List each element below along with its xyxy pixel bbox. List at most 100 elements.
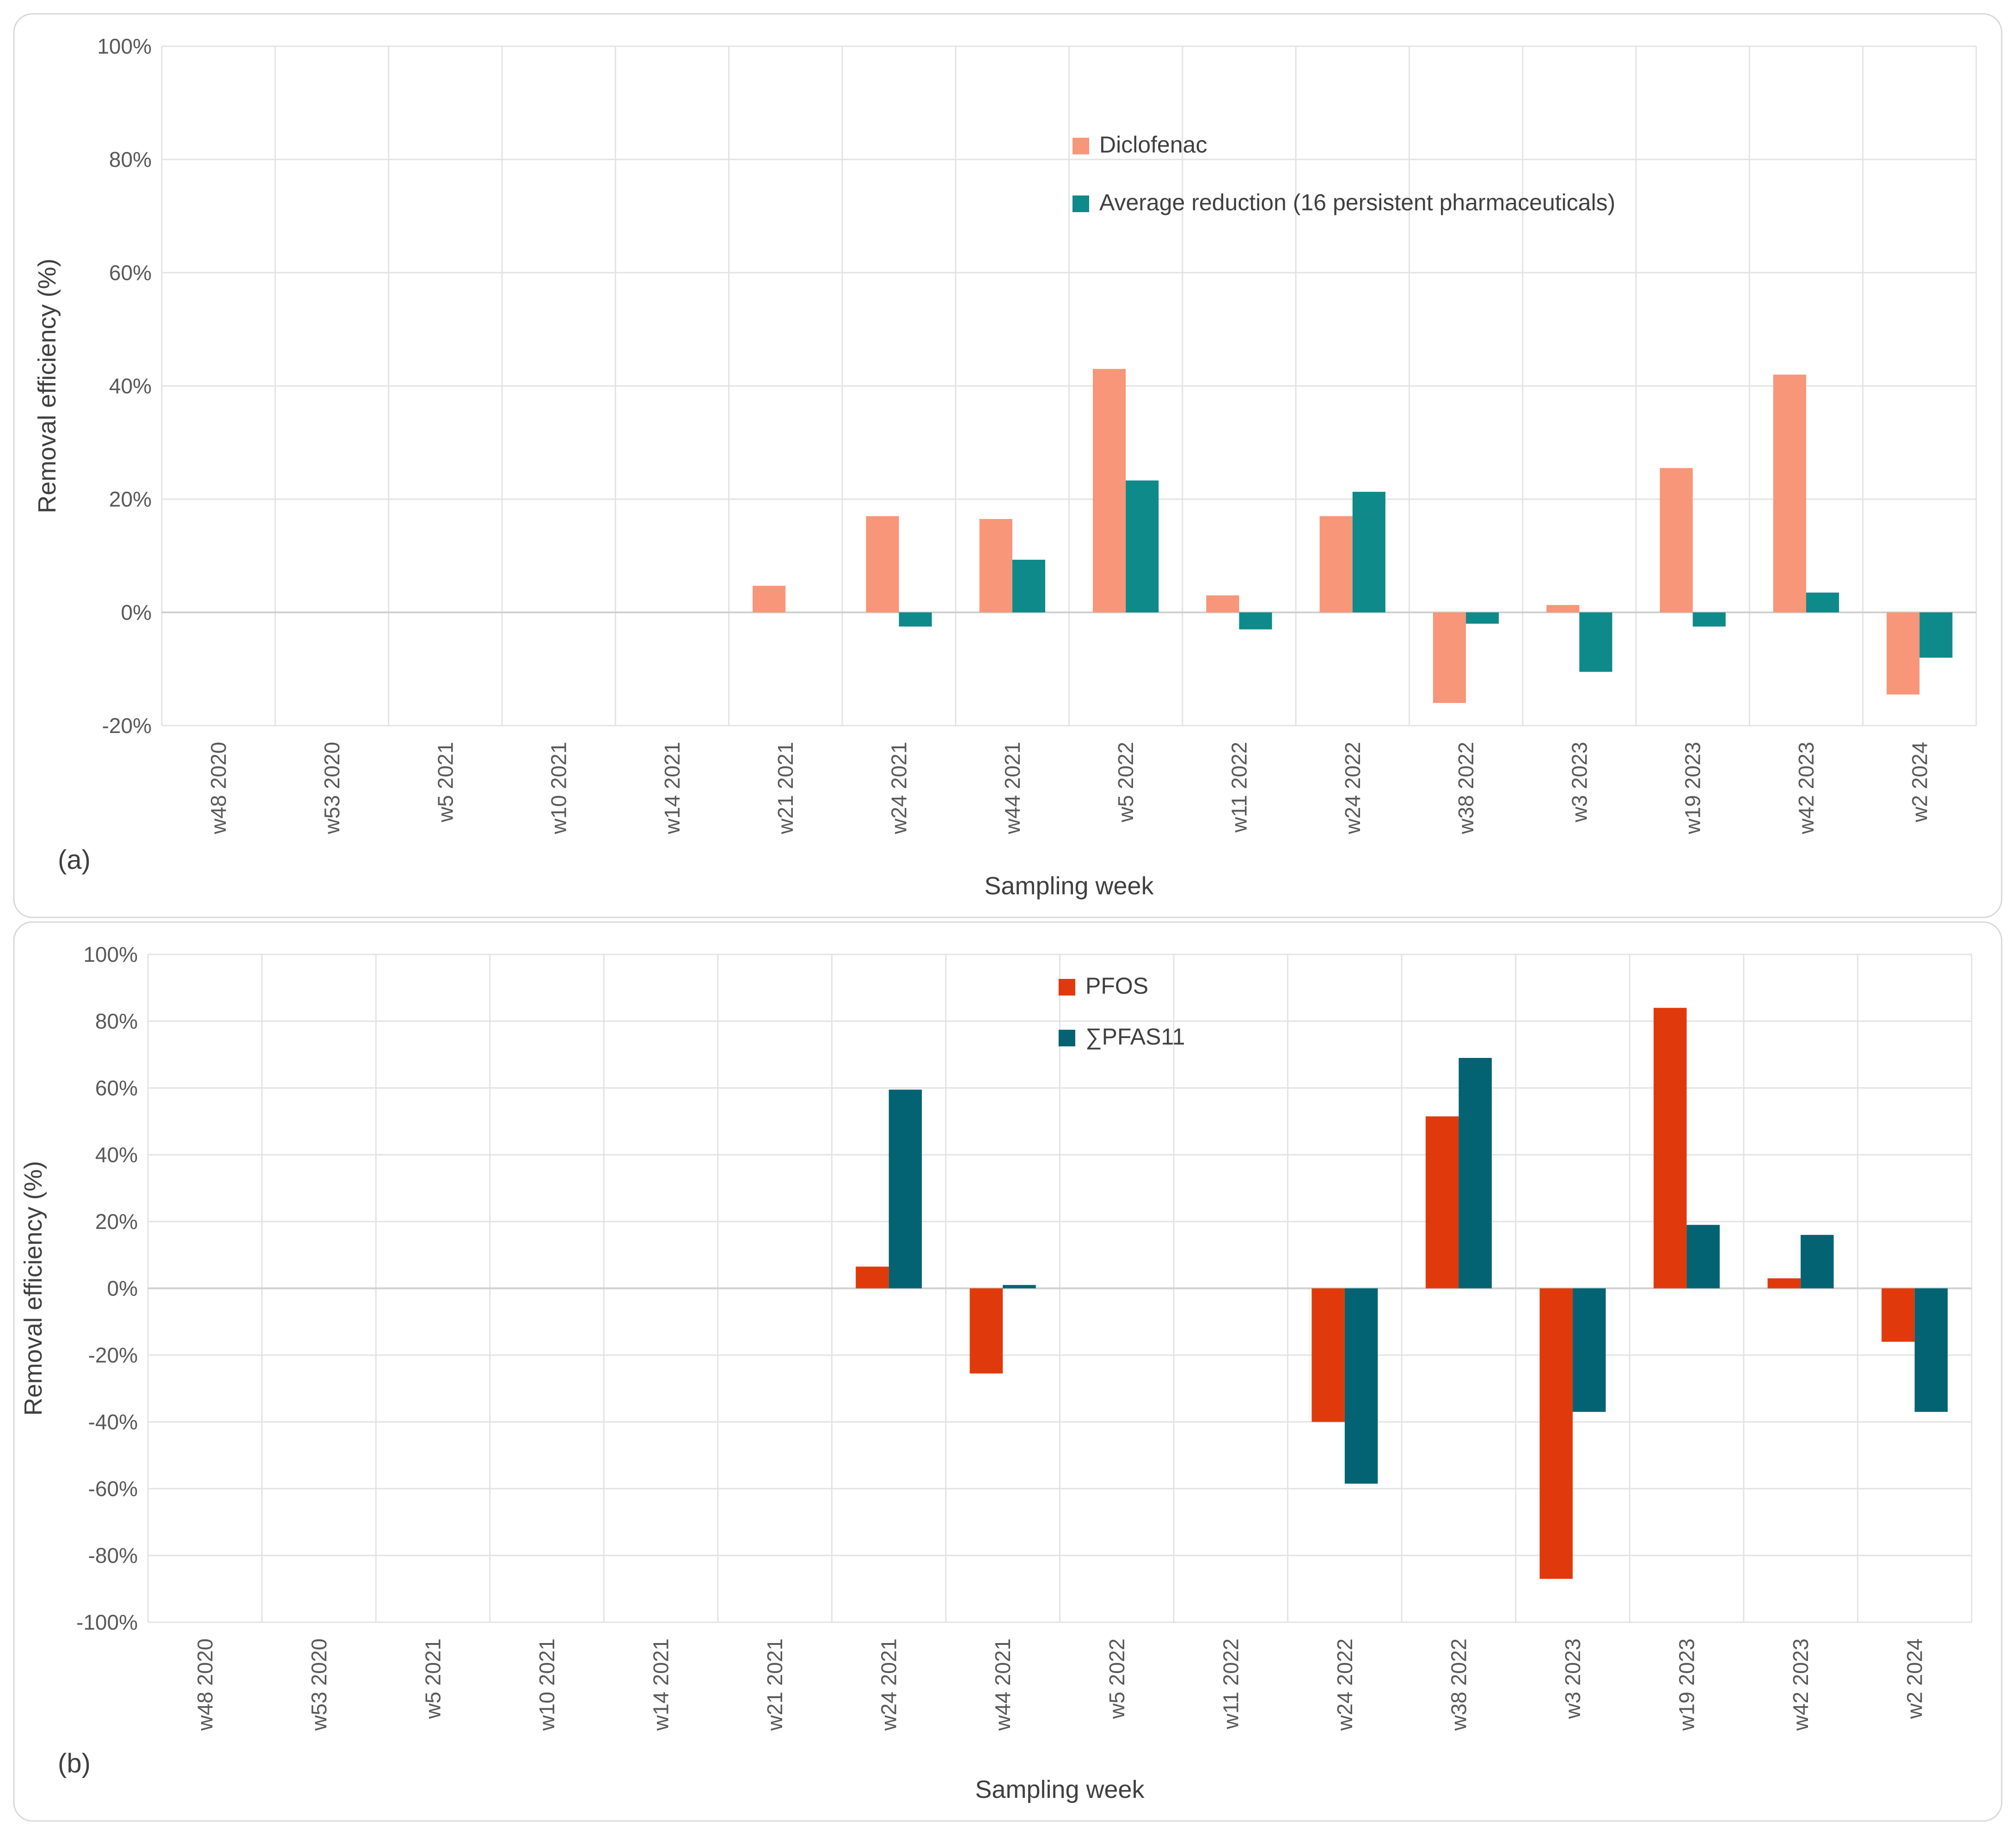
y-tick-label: -20% — [88, 1343, 138, 1367]
x-tick-label: w44 2021 — [991, 1638, 1015, 1731]
y-tick-label: -40% — [88, 1410, 138, 1434]
x-axis-title: Sampling week — [975, 1776, 1145, 1803]
legend-label: ∑PFAS11 — [1085, 1024, 1185, 1050]
x-tick-label: w11 2022 — [1227, 742, 1251, 833]
bar-series1-w5-2022 — [1093, 369, 1126, 612]
x-tick-label: w44 2021 — [1000, 742, 1024, 835]
legend-label: Diclofenac — [1099, 132, 1207, 158]
bar-series1-w44-2021 — [979, 519, 1012, 612]
bar-series2-w44-2021 — [1003, 1285, 1036, 1289]
y-tick-label: 40% — [95, 1143, 138, 1167]
bar-series1-w11-2022 — [1206, 595, 1239, 612]
bar-series1-w2-2024 — [1881, 1288, 1915, 1342]
y-tick-label: -100% — [76, 1610, 138, 1634]
legend: PFOS ∑PFAS11 — [1059, 973, 1185, 1050]
x-tick-label: w3 2023 — [1567, 742, 1591, 823]
legend: Diclofenac Average reduction (16 persiste… — [1072, 132, 1615, 215]
legend-label: PFOS — [1085, 973, 1148, 999]
x-tick-label: w19 2023 — [1681, 742, 1705, 835]
bar-series1-w2-2024 — [1887, 612, 1920, 695]
legend-label: Average reduction (16 persistent pharmac… — [1099, 189, 1615, 215]
bar-series1-w21-2021 — [753, 586, 786, 612]
x-axis-title: Sampling week — [984, 872, 1154, 900]
panel-label: (a) — [58, 845, 91, 875]
bar-series1-w3-2023 — [1546, 605, 1580, 612]
panel-label: (b) — [58, 1748, 91, 1778]
y-tick-label: 60% — [109, 261, 152, 285]
x-tick-label: w38 2022 — [1454, 742, 1478, 835]
y-tick-label: 60% — [95, 1076, 138, 1100]
bar-series2-w42-2023 — [1801, 1234, 1834, 1289]
bar-series1-w38-2022 — [1425, 1116, 1459, 1289]
bar-series2-w11-2022 — [1239, 612, 1272, 629]
y-tick-label: 0% — [121, 600, 152, 624]
x-tick-label: w5 2022 — [1114, 742, 1138, 823]
panel-frame — [13, 13, 2003, 918]
x-tick-label: w24 2022 — [1333, 1638, 1357, 1731]
bar-series1-w3-2023 — [1539, 1288, 1573, 1579]
y-tick-label: -80% — [88, 1544, 138, 1568]
bar-series2-w42-2023 — [1806, 593, 1839, 612]
bar-series2-w19-2023 — [1686, 1225, 1720, 1289]
x-tick-label: w5 2022 — [1105, 1638, 1129, 1719]
x-tick-label: w42 2023 — [1789, 1638, 1813, 1731]
bar-series2-w2-2024 — [1914, 1288, 1948, 1412]
x-tick-label: w24 2021 — [887, 742, 911, 835]
x-tick-label: w10 2021 — [535, 1638, 559, 1731]
y-tick-label: 40% — [109, 374, 152, 398]
chart-panel-a: -20% 0% 20% 40% 60% 80% 100% w48 2020 w53 2020 w5… — [13, 13, 2003, 918]
bar-series2-w3-2023 — [1573, 1288, 1606, 1412]
legend-swatch — [1059, 979, 1075, 996]
y-tick-label: -20% — [102, 714, 152, 738]
x-tick-label: w38 2022 — [1446, 1638, 1471, 1731]
bar-series2-w44-2021 — [1012, 560, 1045, 612]
x-tick-label: w42 2023 — [1794, 742, 1818, 835]
bar-series1-w42-2023 — [1767, 1278, 1801, 1289]
bar-series2-w24-2021 — [889, 1089, 922, 1289]
x-tick-label: w2 2024 — [1903, 1638, 1927, 1719]
x-tick-label: w53 2020 — [307, 1638, 331, 1731]
bar-series1-w24-2022 — [1319, 516, 1353, 612]
y-axis-title: Removal efficiency (%) — [33, 258, 61, 513]
bar-series2-w24-2022 — [1352, 492, 1385, 612]
bar-series1-w44-2021 — [969, 1288, 1003, 1374]
bar-series2-w3-2023 — [1579, 612, 1612, 672]
legend-swatch — [1072, 138, 1089, 154]
panel-frame — [13, 921, 2003, 1822]
y-tick-label: 20% — [95, 1210, 138, 1234]
bar-series1-w42-2023 — [1773, 374, 1807, 612]
x-tick-label: w5 2021 — [421, 1638, 445, 1719]
y-tick-label: 20% — [109, 487, 152, 511]
x-tick-label: w21 2021 — [773, 742, 797, 835]
chart-panel-b: -100% -80% -60% -40% -20% 0% 20% 40% 60% 80% 100% w… — [13, 921, 2003, 1822]
y-tick-label: 100% — [97, 34, 152, 58]
x-tick-label: w5 2021 — [433, 742, 457, 823]
x-tick-label: w14 2021 — [649, 1638, 673, 1731]
y-tick-label: 0% — [107, 1277, 138, 1301]
x-tick-label: w11 2022 — [1219, 1638, 1243, 1729]
bar-series2-w19-2023 — [1692, 612, 1726, 627]
y-axis-title: Removal efficiency (%) — [19, 1161, 47, 1416]
legend-swatch — [1059, 1030, 1075, 1046]
x-tick-label: w14 2021 — [660, 742, 684, 835]
x-tick-label: w24 2021 — [877, 1638, 901, 1731]
bar-series1-w24-2022 — [1311, 1288, 1345, 1422]
x-tick-label: w24 2022 — [1341, 742, 1365, 835]
bar-series2-w24-2021 — [899, 612, 932, 627]
bar-series1-w24-2021 — [866, 516, 899, 612]
bar-series2-w2-2024 — [1919, 612, 1953, 658]
x-tick-label: w10 2021 — [547, 742, 571, 835]
bar-series2-w5-2022 — [1126, 480, 1159, 612]
x-tick-label: w19 2023 — [1675, 1638, 1699, 1731]
x-tick-label: w2 2024 — [1907, 742, 1931, 823]
bar-series2-w38-2022 — [1466, 612, 1499, 624]
bar-series2-w38-2022 — [1458, 1057, 1492, 1289]
y-tick-label: 80% — [109, 147, 152, 171]
bar-series1-w19-2023 — [1654, 1008, 1687, 1289]
bar-series1-w24-2021 — [856, 1266, 889, 1289]
x-tick-label: w48 2020 — [207, 742, 231, 835]
y-tick-label: 100% — [83, 942, 138, 966]
y-tick-label: 80% — [95, 1009, 138, 1033]
x-tick-label: w53 2020 — [320, 742, 344, 835]
